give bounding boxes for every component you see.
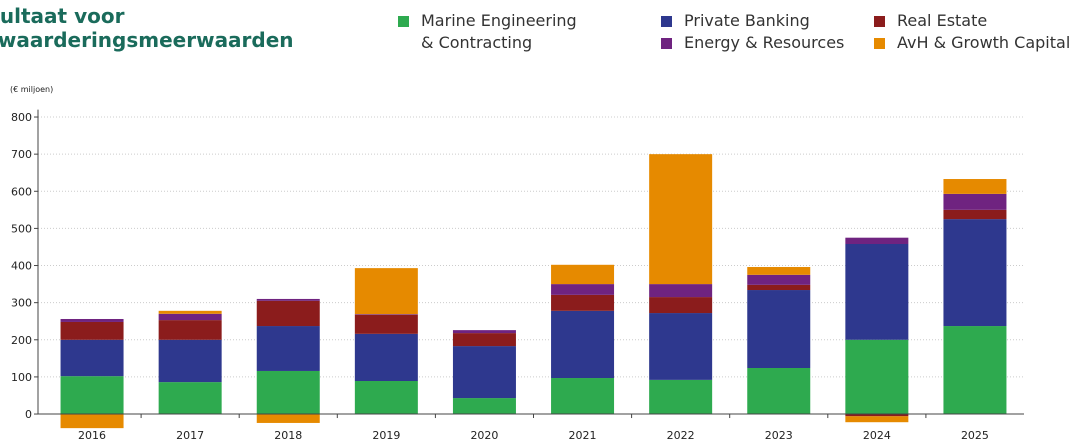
bar-segment <box>256 326 320 371</box>
bar-segment <box>158 339 222 383</box>
bar-segment <box>354 333 418 381</box>
y-tick-label: 200 <box>11 334 32 347</box>
x-tick-label: 2025 <box>961 429 989 441</box>
bar-segment <box>943 219 1007 327</box>
legend-swatch <box>661 38 672 49</box>
x-tick-label: 2023 <box>765 429 793 441</box>
legend-swatch <box>398 16 409 27</box>
y-tick-label: 0 <box>25 408 32 421</box>
y-tick-label: 300 <box>11 297 32 310</box>
bar-segment <box>943 209 1007 220</box>
bar-segment <box>551 284 615 295</box>
bar-segment <box>256 414 320 423</box>
bar-segment <box>256 300 320 327</box>
y-tick-label: 800 <box>11 111 32 124</box>
bar-segment <box>747 368 811 415</box>
y-tick-label: 500 <box>11 222 32 235</box>
bar-segment <box>60 321 124 340</box>
bar-segment <box>747 284 811 291</box>
legend-item: Energy & Resources <box>658 32 844 54</box>
bar-segment <box>354 380 418 415</box>
bar-segment <box>551 310 615 379</box>
y-tick-label: 700 <box>11 148 32 161</box>
x-tick-label: 2024 <box>863 429 891 441</box>
bar-segment <box>158 320 222 340</box>
title-line: sultaat voor <box>0 4 125 28</box>
bar-segment <box>354 314 418 315</box>
bar-segment <box>60 339 124 377</box>
legend: Marine Engineering & Contracting Private … <box>395 10 1070 70</box>
x-tick-label: 2021 <box>569 429 597 441</box>
y-tick-label: 400 <box>11 260 32 273</box>
bar-segment <box>551 294 615 311</box>
bar-segment <box>452 346 516 399</box>
x-tick-label: 2017 <box>176 429 204 441</box>
bar-segment <box>452 330 516 334</box>
bar-segment <box>354 268 418 315</box>
title-line: rwaarderingsmeerwaarden <box>0 28 294 52</box>
bar-segment <box>452 398 516 415</box>
bar-segment <box>649 154 713 285</box>
bar-segment <box>354 314 418 334</box>
bar-segment <box>60 318 124 322</box>
legend-item: AvH & Growth Capital <box>871 32 1070 54</box>
bar-segment <box>747 290 811 368</box>
bar-segment <box>649 379 713 415</box>
bar-segment <box>845 416 909 423</box>
legend-item: Real Estate <box>871 10 987 32</box>
bar-segment <box>649 313 713 380</box>
x-tick-label: 2019 <box>372 429 400 441</box>
bar-segment <box>943 179 1007 194</box>
legend-swatch <box>874 38 885 49</box>
bar-segment <box>943 193 1007 210</box>
bar-segment <box>158 382 222 415</box>
bar-segment <box>256 370 320 415</box>
bar-segment <box>649 284 713 298</box>
bar-segment <box>551 264 615 285</box>
x-tick-label: 2018 <box>274 429 302 441</box>
y-tick-label: 600 <box>11 185 32 198</box>
x-tick-label: 2022 <box>667 429 695 441</box>
legend-swatch <box>661 16 672 27</box>
bar-segment <box>845 414 909 417</box>
bar-segment <box>452 333 516 347</box>
bar-segment <box>60 376 124 415</box>
bar-segment <box>158 310 222 314</box>
bar-segment <box>845 237 909 244</box>
bar-segment <box>747 267 811 275</box>
y-tick-label: 100 <box>11 371 32 384</box>
x-tick-label: 2016 <box>78 429 106 441</box>
legend-swatch <box>874 16 885 27</box>
bar-segment <box>649 297 713 314</box>
y-axis-label: (€ miljoen) <box>10 85 53 94</box>
bar-segment <box>845 243 909 340</box>
bar-segment <box>943 326 1007 415</box>
chart-title: sultaat voor rwaarderingsmeerwaarden <box>0 4 294 52</box>
legend-item: Private Banking <box>658 10 810 32</box>
bar-segment <box>158 313 222 321</box>
legend-item: Marine Engineering & Contracting <box>395 10 591 54</box>
x-tick-label: 2020 <box>470 429 498 441</box>
bar-segment <box>60 414 124 429</box>
bar-segment <box>845 339 909 415</box>
bar-segment <box>747 274 811 285</box>
bar-segment <box>551 378 615 415</box>
bar-segment <box>256 298 320 301</box>
